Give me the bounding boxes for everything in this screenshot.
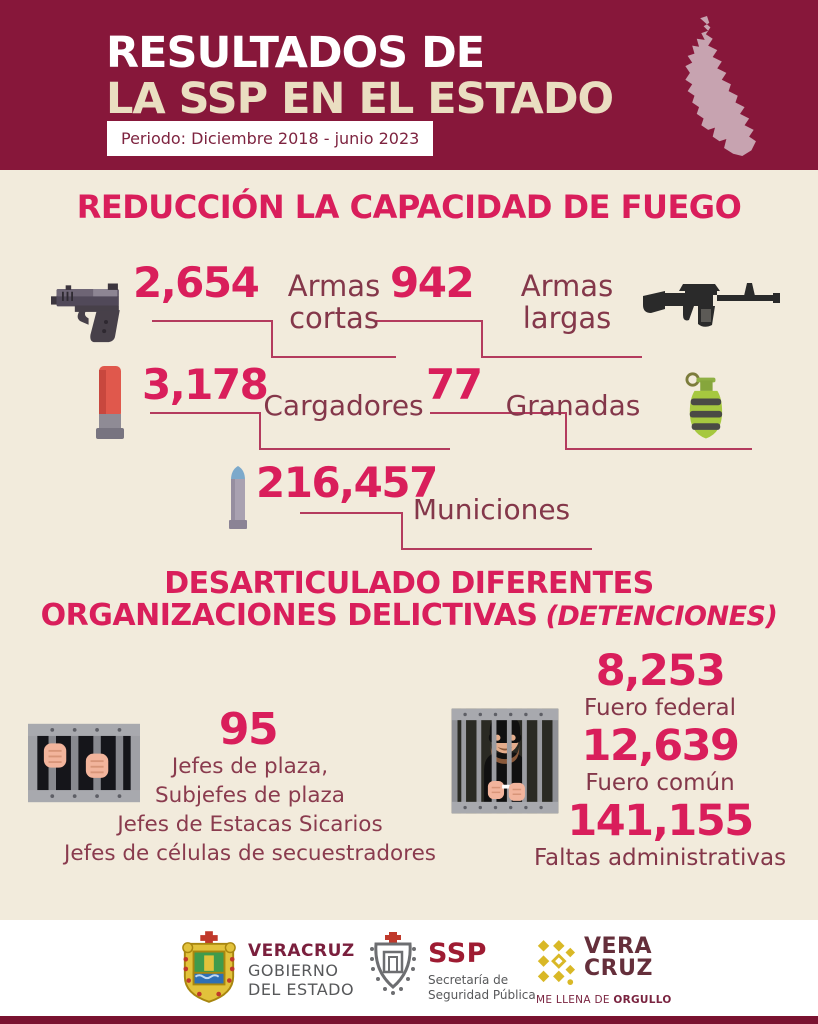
leaders-line-3: Jefes de Estacas Sicarios bbox=[117, 812, 383, 837]
rifle-icon bbox=[640, 278, 782, 336]
stat-value-cargadores: 3,178 bbox=[142, 360, 269, 409]
estado-logo-text: VERACRUZ GOBIERNO DEL ESTADO bbox=[248, 941, 355, 1000]
poster-title-line2: LA SSP EN EL ESTADO bbox=[106, 74, 614, 124]
jail-hands-icon bbox=[28, 716, 140, 810]
pistol-icon bbox=[48, 278, 142, 344]
stat-value-fuero-comun: 12,639 bbox=[581, 721, 740, 771]
shotgun-shell-icon bbox=[95, 364, 125, 444]
stat-value-faltas: 141,155 bbox=[567, 796, 754, 846]
stat-label-fuero-comun: Fuero común bbox=[585, 770, 735, 796]
ssp-logo-sub1: Secretaría de bbox=[428, 973, 509, 987]
period-badge: Periodo: Diciembre 2018 - junio 2023 bbox=[107, 121, 434, 156]
stat-label-cargadores: Cargadores bbox=[263, 389, 424, 422]
tagline-prefix: ME LLENA DE bbox=[536, 994, 614, 1006]
stat-label-faltas: Faltas administrativas bbox=[533, 845, 787, 871]
tagline-bold: ORGULLO bbox=[613, 994, 672, 1006]
arrests-stats-column: 8,253 Fuero federal 12,639 Fuero común 1… bbox=[530, 648, 790, 873]
poster-title-line1: RESULTADOS DE bbox=[106, 28, 485, 78]
ssp-logo-text: SSP Secretaría de Seguridad Pública bbox=[428, 938, 536, 1003]
bottom-accent-bar bbox=[0, 1016, 818, 1024]
veracruz-coat-of-arms-icon bbox=[180, 930, 238, 1004]
stat-label-fuero-federal: Fuero federal bbox=[584, 695, 736, 721]
leaders-line-4: Jefes de células de secuestradores bbox=[64, 841, 436, 866]
ssp-shield-icon bbox=[368, 930, 418, 1002]
detentions-heading-line2-text: ORGANIZACIONES DELICTIVAS bbox=[40, 598, 538, 633]
veracruz-logo-words: VERA CRUZ bbox=[584, 936, 653, 980]
ssp-logo-sub2: Seguridad Pública bbox=[428, 988, 536, 1002]
stat-label-armas-cortas: Armas cortas bbox=[287, 269, 381, 336]
veracruz-logo-tagline: ME LLENA DE ORGULLO bbox=[536, 994, 672, 1006]
ssp-logo-abbr: SSP bbox=[428, 938, 487, 969]
stat-value-fuero-federal: 8,253 bbox=[595, 646, 726, 696]
bullet-icon bbox=[224, 464, 252, 532]
estado-logo-sub1: GOBIERNO bbox=[248, 961, 339, 980]
stat-value-granadas: 77 bbox=[426, 360, 483, 409]
header-banner: RESULTADOS DE LA SSP EN EL ESTADO Period… bbox=[0, 0, 818, 170]
detentions-heading-line1: DESARTICULADO DIFERENTES bbox=[164, 566, 654, 601]
leaders-line-1: Jefes de plaza, bbox=[171, 754, 329, 779]
leaders-line-2: Subjefes de plaza bbox=[155, 783, 345, 808]
veracruz-pattern-icon bbox=[534, 936, 576, 990]
firepower-heading: REDUCCIÓN LA CAPACIDAD DE FUEGO bbox=[76, 188, 742, 226]
estado-logo-sub2: DEL ESTADO bbox=[248, 980, 355, 999]
stat-label-municiones: Municiones bbox=[412, 493, 571, 526]
stat-label-armas-largas: Armas largas bbox=[520, 269, 614, 336]
detentions-note: (DETENCIONES) bbox=[545, 601, 778, 632]
stat-value-armas-largas: 942 bbox=[390, 258, 475, 307]
detentions-heading-line2: ORGANIZACIONES DELICTIVAS (DETENCIONES) bbox=[0, 598, 818, 633]
leaders-description: Jefes de plaza, Subjefes de plaza Jefes … bbox=[25, 752, 475, 868]
stat-label-granadas: Granadas bbox=[505, 389, 641, 422]
stat-value-armas-cortas: 2,654 bbox=[133, 258, 260, 307]
veracruz-logo-word2: CRUZ bbox=[584, 956, 653, 981]
prisoner-bars-icon bbox=[448, 700, 562, 822]
veracruz-map-icon bbox=[618, 16, 796, 164]
estado-logo-name: VERACRUZ bbox=[248, 941, 355, 961]
stat-value-leaders: 95 bbox=[218, 704, 279, 755]
veracruz-logo-word1: VERA bbox=[584, 934, 653, 959]
stat-value-municiones: 216,457 bbox=[256, 458, 438, 507]
footer-logos-strip: VERACRUZ GOBIERNO DEL ESTADO SSP Sec bbox=[0, 920, 818, 1016]
grenade-icon bbox=[680, 370, 730, 448]
